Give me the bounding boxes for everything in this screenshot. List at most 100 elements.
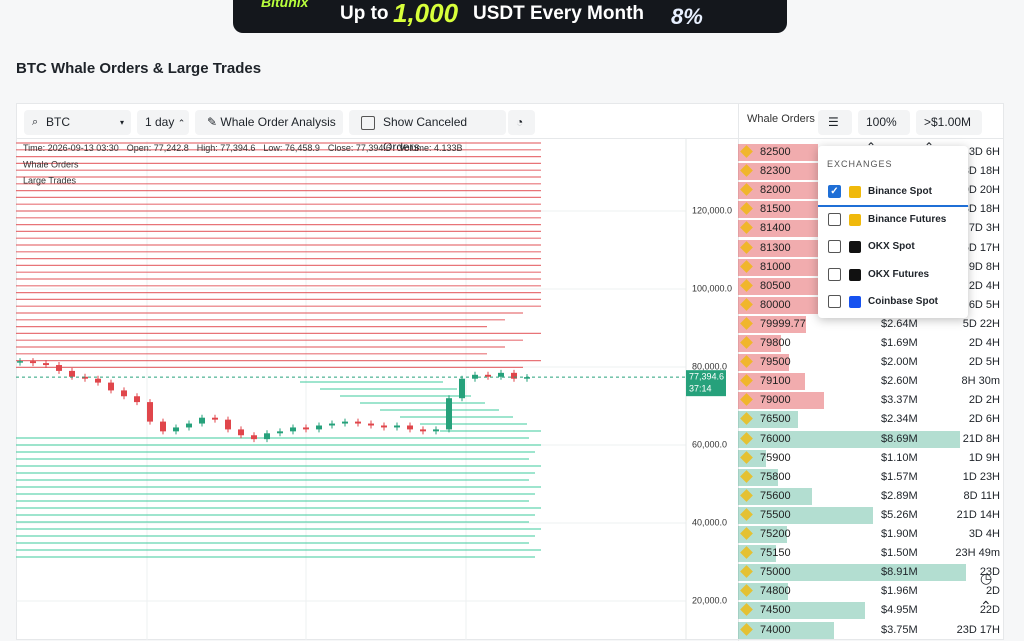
order-row[interactable]: 81500 8D 18H (738, 200, 1004, 219)
caret: ▾ (120, 118, 125, 127)
candle (43, 363, 49, 366)
depth-bar (738, 354, 790, 372)
y-tick-label: 120,000.0 (692, 205, 732, 215)
depth-bar (738, 430, 961, 448)
candle (446, 398, 452, 430)
order-row[interactable]: 74000 $3.75M 23D 17H (738, 621, 1004, 640)
order-row[interactable]: 82000 9D 20H (738, 181, 1004, 200)
order-row[interactable]: 81400 7D 3H (738, 219, 1004, 238)
candle (173, 427, 179, 432)
promo-banner[interactable]: Bitunix Up to 1,000 USDT Every Month 8% (233, 0, 787, 33)
order-amount: $2.64M (881, 317, 918, 330)
brand: Bitunix (261, 0, 309, 10)
candle (368, 423, 374, 426)
candle (420, 429, 426, 432)
order-row[interactable]: 80000 6D 5H (738, 296, 1004, 315)
order-row[interactable]: 74500 $4.95M 22D (738, 601, 1004, 620)
order-amount: $1.96M (881, 585, 918, 598)
order-amount: $1.90M (881, 528, 918, 540)
order-row[interactable]: 79000 $3.37M 2D 2H (738, 391, 1004, 410)
history-icon[interactable]: ◷ (980, 570, 993, 586)
order-price: 76000 (760, 432, 791, 445)
order-row[interactable]: 75900 $1.10M 1D 9H (738, 449, 1004, 468)
order-price: 75000 (760, 566, 791, 579)
analysis-button[interactable]: ✎ Whale Order Analysis (195, 110, 343, 135)
scroll-top-icon[interactable]: ⌃ (980, 598, 992, 614)
order-amount: $1.50M (881, 547, 918, 560)
banner-badge: 8% (671, 4, 703, 29)
candle (498, 372, 504, 377)
depth-bar (738, 392, 825, 410)
ohlc-item: Close: 77,394.6 (328, 143, 391, 153)
order-row[interactable]: 81000 9D 8H (738, 258, 1004, 277)
depth-select[interactable]: 100% ⌃ (858, 110, 910, 154)
order-row[interactable]: 75150 $1.50M 23H 49m (738, 544, 1004, 563)
candle (69, 370, 75, 377)
order-price: 75600 (760, 489, 791, 502)
canceled-toggle[interactable]: Show Canceled Orders (349, 110, 506, 154)
candle (56, 365, 62, 371)
candle (342, 421, 348, 424)
order-row[interactable]: 81300 6D 17H (738, 239, 1004, 258)
y-tick-label: 80,000.0 (692, 361, 727, 371)
symbol-select[interactable]: BTC ⌕ ▾ (24, 110, 131, 135)
interval-select[interactable]: 1 day ⌃ (137, 110, 189, 135)
order-price: 75900 (760, 451, 791, 464)
order-price: 81300 (760, 241, 791, 254)
candle (95, 378, 101, 383)
candle (433, 429, 439, 432)
depth-bar (738, 411, 798, 429)
candle (303, 427, 309, 430)
exchange-option[interactable]: Binance Futures (828, 210, 958, 230)
order-price: 75150 (760, 547, 791, 560)
palette-button[interactable]: ◔ (508, 110, 535, 135)
order-row[interactable]: 76000 $8.69M 21D 8H (738, 430, 1004, 449)
exchange-option[interactable]: OKX Futures (828, 265, 958, 285)
order-age: 9D 8H (968, 260, 1000, 273)
order-row[interactable]: 76500 $2.34M 2D 6H (738, 410, 1004, 429)
panel-title: Whale Orders (747, 113, 815, 125)
banner-amount: 1,000 (393, 0, 459, 28)
order-amount: $2.60M (881, 375, 918, 388)
divider (17, 138, 1003, 139)
order-row[interactable]: 80500 2D 4H (738, 277, 1004, 296)
exchange-option[interactable]: ✓ Binance Spot (828, 182, 958, 202)
order-row[interactable]: 74800 $1.96M 2D (738, 582, 1004, 601)
order-price: 82500 (760, 146, 791, 158)
order-row[interactable]: 79500 $2.00M 2D 5H (738, 353, 1004, 372)
order-age: 23D 17H (956, 623, 1000, 636)
order-price: 74000 (760, 623, 791, 636)
order-row[interactable]: 75800 $1.57M 1D 23H (738, 468, 1004, 487)
order-row[interactable]: 79100 $2.60M 8H 30m (738, 372, 1004, 391)
order-age: 3D 18H (962, 165, 1000, 178)
order-amount: $2.34M (881, 413, 918, 426)
candle (524, 377, 530, 379)
order-price: 80000 (760, 298, 791, 311)
order-row[interactable]: 75200 $1.90M 3D 4H (738, 525, 1004, 544)
order-row[interactable]: 82300 3D 18H (738, 162, 1004, 181)
order-price: 75500 (760, 508, 791, 521)
order-row[interactable]: 82500 3D 6H (738, 143, 1004, 162)
order-age: 21D 14H (956, 508, 1000, 521)
order-row[interactable]: 75000 $8.91M 23D (738, 563, 1004, 582)
candle (30, 361, 36, 364)
ohlc-item: High: 77,394.6 (197, 143, 256, 153)
depth-bar (738, 258, 818, 276)
order-row[interactable]: 79999.77 $2.64M 5D 22H (738, 315, 1004, 334)
order-amount: $4.95M (881, 604, 918, 617)
min-size: >$1.00M (924, 115, 972, 129)
candle (199, 417, 205, 424)
exchange-option[interactable]: Coinbase Spot (828, 292, 958, 312)
y-tick-label: 100,000.0 (692, 283, 732, 293)
candle (108, 382, 114, 391)
banner-suffix: USDT Every Month (473, 3, 645, 24)
exchange-option[interactable]: OKX Spot (828, 237, 958, 257)
filter-button[interactable]: ☰ (818, 110, 852, 135)
order-amount: $8.69M (881, 432, 918, 445)
depth-bar (738, 277, 818, 295)
order-row[interactable]: 75600 $2.89M 8D 11H (738, 487, 1004, 506)
order-price: 79000 (760, 394, 791, 407)
order-row[interactable]: 75500 $5.26M 21D 14H (738, 506, 1004, 525)
size-select[interactable]: >$1.00M ⌃ (916, 110, 982, 154)
order-row[interactable]: 79800 $1.69M 2D 4H (738, 334, 1004, 353)
